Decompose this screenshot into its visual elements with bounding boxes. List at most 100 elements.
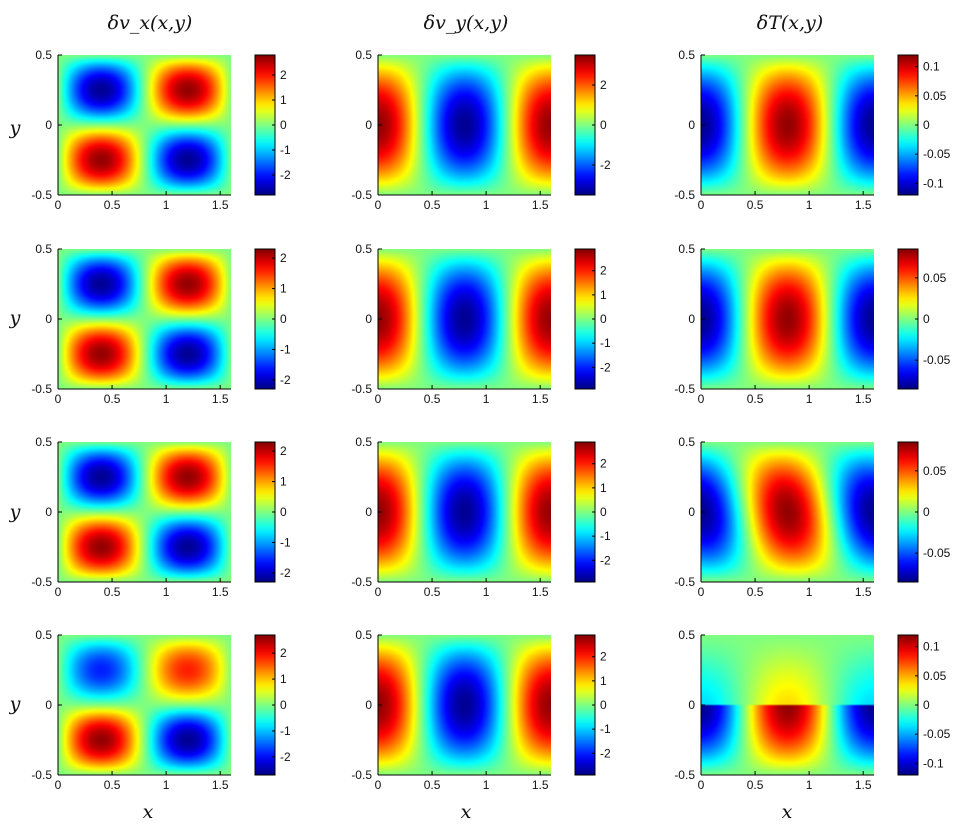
x-tick-label: 1.5 <box>855 778 872 792</box>
colorbar-tick-label: -2 <box>280 168 291 182</box>
column-x-labels: x x x <box>143 801 793 823</box>
colorbar-tick-label: 0.05 <box>923 271 947 285</box>
colorbar-tick-label: 2 <box>280 68 287 82</box>
y-tick-label: 0.5 <box>35 242 52 256</box>
colorbar-tick-label: 0 <box>600 505 607 519</box>
x-tick-label: 0 <box>55 198 62 212</box>
heatmap-image <box>378 442 551 582</box>
y-tick-label: -0.5 <box>674 768 695 782</box>
x-tick-label: 0 <box>55 778 62 792</box>
x-tick-label: 0 <box>375 585 382 599</box>
x-tick-label: 1.5 <box>855 198 872 212</box>
heatmap-image <box>701 442 874 582</box>
y-tick-label: 0.5 <box>35 435 52 449</box>
colorbar-tick-label: 2 <box>600 457 607 471</box>
colorbar-tick-label: -0.05 <box>923 353 951 367</box>
heatmap-panel-r1-c2: 0 0.5 1 1.5-0.500.5-202 <box>351 48 611 212</box>
colorbar-tick-label: 1 <box>280 475 287 489</box>
colorbar-tick-label: 0 <box>280 505 287 519</box>
x-tick-label: 0.5 <box>104 585 121 599</box>
x-tick-label: 0 <box>698 585 705 599</box>
y-tick-label: -0.5 <box>351 575 372 589</box>
colorbar-tick-label: 0 <box>280 312 287 326</box>
colorbar-tick-label: -2 <box>600 360 611 374</box>
x-axis-label-col-2: x <box>461 801 472 823</box>
colorbar-tick-label: -0.05 <box>923 147 951 161</box>
x-tick-label: 1 <box>483 585 490 599</box>
y-tick-label: 0 <box>688 312 695 326</box>
y-axis-label-row-3: y <box>9 501 21 523</box>
x-tick-label: 1.5 <box>532 198 549 212</box>
heatmap-image <box>58 635 231 775</box>
y-tick-label: 0.5 <box>355 628 372 642</box>
y-tick-label: 0.5 <box>678 628 695 642</box>
x-tick-label: 1.5 <box>212 778 229 792</box>
x-tick-label: 0 <box>55 392 62 406</box>
x-tick-label: 0.5 <box>747 198 764 212</box>
y-tick-label: 0 <box>45 312 52 326</box>
x-tick-label: 0 <box>375 198 382 212</box>
x-tick-label: 0.5 <box>104 392 121 406</box>
colorbar-tick-label: 0.1 <box>923 640 940 654</box>
colorbar-tick-label: 0 <box>923 505 930 519</box>
colorbar-tick-label: 0 <box>600 698 607 712</box>
colorbar-tick-label: -0.1 <box>923 176 944 190</box>
y-tick-label: 0 <box>688 118 695 132</box>
x-tick-label: 1 <box>806 198 813 212</box>
colorbar-tick-label: 0 <box>923 312 930 326</box>
y-tick-label: -0.5 <box>674 188 695 202</box>
x-tick-label: 0 <box>375 392 382 406</box>
colorbar-tick-label: 0 <box>923 118 930 132</box>
colorbar-tick-label: 1 <box>280 672 287 686</box>
colorbar-tick-label: 0.05 <box>923 669 947 683</box>
x-tick-label: 0.5 <box>424 585 441 599</box>
y-tick-label: 0 <box>688 505 695 519</box>
y-tick-label: 0 <box>45 118 52 132</box>
x-tick-label: 1 <box>483 198 490 212</box>
colorbar-tick-label: -1 <box>600 722 611 736</box>
x-tick-label: 1.5 <box>212 585 229 599</box>
heatmap-image <box>58 55 231 195</box>
colorbar-tick-label: 0 <box>600 312 607 326</box>
heatmap-image <box>58 249 231 389</box>
y-tick-label: 0 <box>365 312 372 326</box>
x-tick-label: 1 <box>483 778 490 792</box>
colorbar-tick-label: -2 <box>280 566 291 580</box>
y-tick-label: 0 <box>45 505 52 519</box>
y-tick-label: 0.5 <box>35 628 52 642</box>
y-tick-label: -0.5 <box>351 768 372 782</box>
y-tick-label: 0.5 <box>355 242 372 256</box>
x-tick-label: 0.5 <box>424 392 441 406</box>
y-tick-label: 0.5 <box>35 48 52 62</box>
x-tick-label: 0 <box>698 778 705 792</box>
x-tick-label: 1 <box>806 392 813 406</box>
colorbar-tick-label: -2 <box>280 750 291 764</box>
x-tick-label: 1 <box>163 392 170 406</box>
colorbar-tick-label: -2 <box>600 553 611 567</box>
column-title-t: δT(x,y) <box>757 12 823 34</box>
y-tick-label: -0.5 <box>351 188 372 202</box>
x-tick-label: 1 <box>806 778 813 792</box>
colorbar-tick-label: -1 <box>280 535 291 549</box>
y-tick-label: 0 <box>365 118 372 132</box>
colorbar-tick-label: -1 <box>280 143 291 157</box>
colorbar-tick-label: -0.05 <box>923 546 951 560</box>
heatmap-image <box>378 635 551 775</box>
x-tick-label: 0.5 <box>747 392 764 406</box>
y-tick-label: 0 <box>365 698 372 712</box>
colorbar-tick-label: 1 <box>280 93 287 107</box>
x-tick-label: 1 <box>163 778 170 792</box>
y-axis-label-row-2: y <box>9 307 21 329</box>
